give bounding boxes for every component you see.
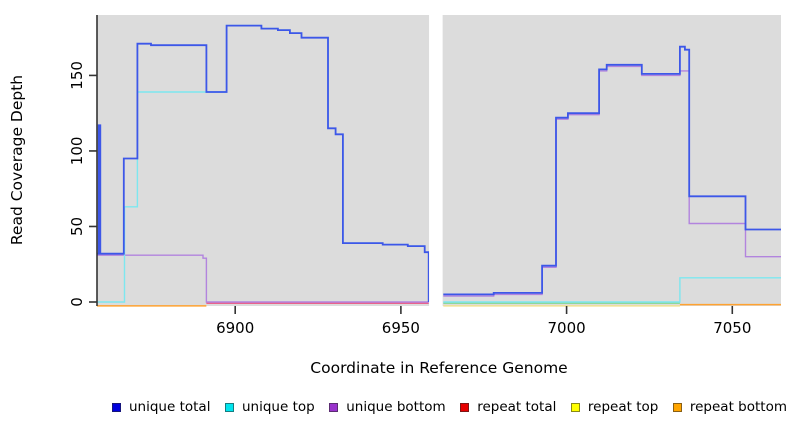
legend-label: repeat top [587, 399, 659, 415]
legend-label: unique top [242, 399, 315, 415]
x-axis-title: Coordinate in Reference Genome [310, 359, 567, 377]
legend-item-repeat-top: repeat top [570, 399, 659, 415]
series-unique-bottom-line [97, 254, 429, 303]
legend-label: repeat bottom [689, 399, 787, 415]
series-layer [97, 13, 781, 308]
x-tick-label: 6950 [382, 319, 420, 337]
legend-swatch-icon [570, 402, 580, 412]
series-unique-total-line [443, 45, 781, 296]
x-tick-label: 7000 [548, 319, 586, 337]
legend-swatch-icon [112, 402, 121, 412]
legend-item-repeat-total: repeat total [460, 399, 556, 415]
series-unique-top-line [443, 277, 781, 303]
legend-item-unique-bottom: unique bottom [329, 399, 446, 415]
legend-label: unique total [129, 399, 211, 415]
y-tick-label: 150 [68, 61, 86, 90]
axes-layer: 0 50 100 150 6900 6950 7000 7050 [68, 15, 751, 337]
legend-item-unique-total: unique total [112, 399, 210, 415]
legend-item-repeat-bottom: repeat bottom [672, 399, 787, 415]
legend-swatch-icon [672, 402, 682, 412]
legend-swatch-icon [225, 402, 234, 412]
x-tick-label: 7050 [713, 319, 751, 337]
x-tick-label: 6900 [216, 319, 254, 337]
y-tick-label: 50 [68, 217, 86, 236]
legend-label: repeat total [477, 399, 557, 415]
y-tick-label: 100 [68, 137, 86, 166]
missing-data-gap [429, 13, 443, 308]
legend: unique total unique top unique bottom repea… [112, 399, 787, 415]
legend-item-unique-top: unique top [225, 399, 315, 415]
y-tick-label: 0 [68, 297, 86, 307]
legend-swatch-icon [460, 402, 470, 412]
legend-label: unique bottom [346, 399, 446, 415]
series-unique-total-line [97, 24, 430, 302]
legend-swatch-icon [329, 402, 339, 412]
y-axis-title: Read Coverage Depth [8, 75, 26, 245]
